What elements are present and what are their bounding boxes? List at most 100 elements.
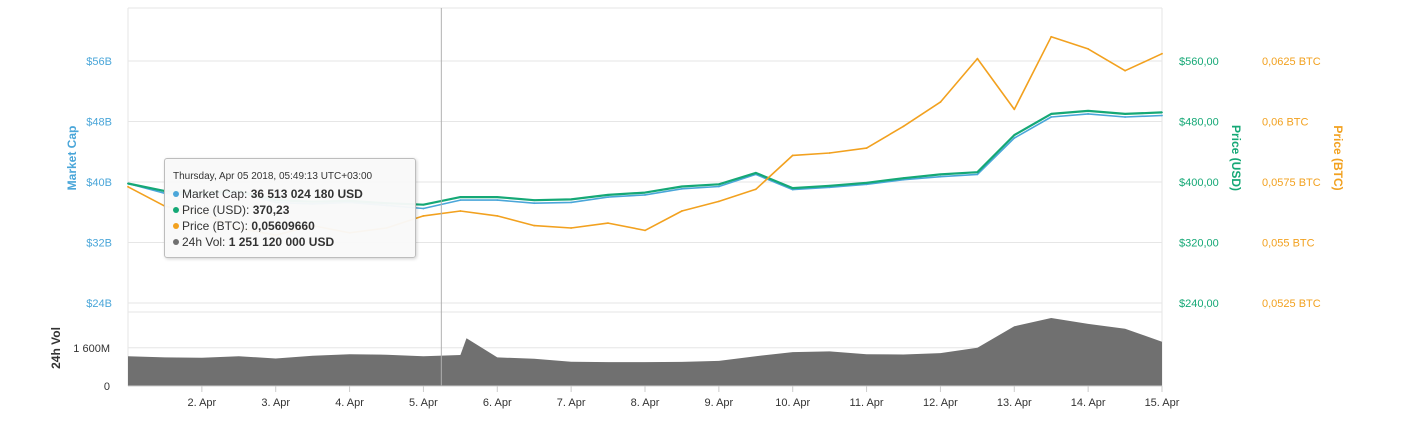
tooltip-value: 36 513 024 180 USD: [250, 187, 363, 201]
market-cap-point: [681, 187, 683, 190]
price-btc-tick-label: 0,055 BTC: [1262, 238, 1315, 250]
volume-area: [128, 318, 1162, 386]
price-btc-point: [422, 215, 425, 217]
price-usd-tick-label: $480,00: [1179, 117, 1219, 129]
price-usd-point: [1087, 110, 1089, 112]
market-cap-point: [939, 175, 942, 178]
price-btc-point: [718, 200, 720, 203]
price-usd-point: [533, 199, 536, 202]
price-usd-point: [459, 196, 462, 199]
price-btc-point: [1013, 108, 1016, 111]
volume-dot-icon: [173, 239, 179, 245]
market-cap-tick-label: $32B: [86, 238, 112, 250]
price-btc-point: [1087, 48, 1089, 50]
price-btc-point: [533, 224, 536, 227]
price-btc-point: [902, 125, 905, 128]
x-tick-label: 11. Apr: [850, 397, 884, 409]
price-btc-point: [1050, 35, 1053, 38]
price-usd-point: [496, 196, 499, 199]
tooltip-label: Market Cap:: [182, 187, 248, 201]
price-usd-dot-icon: [173, 207, 179, 213]
tooltip-label: 24h Vol:: [182, 235, 226, 249]
price-usd-point: [1050, 113, 1053, 115]
market-cap-point: [496, 199, 499, 202]
axes: $24B $32B $40B $48B $56B $240,00 $320,00 $400,0…: [49, 56, 1345, 409]
market-cap-axis-title: Market Cap: [65, 126, 79, 191]
market-cap-point: [1161, 114, 1163, 117]
x-tick-label: 4. Apr: [335, 397, 364, 409]
price-btc-point: [127, 185, 129, 188]
price-usd-point: [607, 194, 609, 196]
price-usd-point: [422, 203, 425, 206]
price-btc-point: [607, 222, 609, 225]
price-usd-point: [718, 183, 720, 186]
x-tick-label: 2. Apr: [187, 397, 216, 409]
price-btc-point: [681, 210, 683, 212]
price-btc-point: [570, 227, 572, 229]
chart-tooltip: Thursday, Apr 05 2018, 05:49:13 UTC+03:0…: [164, 158, 416, 258]
volume-area-path: [128, 318, 1162, 386]
x-tick-label: 3. Apr: [261, 397, 290, 409]
price-usd-point: [902, 177, 905, 180]
tooltip-row-price-usd: Price (USD): 370,23: [173, 202, 407, 218]
price-btc-point: [496, 215, 499, 217]
price-usd-point: [976, 171, 979, 174]
price-usd-point: [1124, 113, 1126, 115]
price-btc-point: [459, 210, 462, 212]
price-usd-point: [791, 187, 794, 190]
price-usd-point: [681, 185, 683, 188]
x-tick-label: 6. Apr: [483, 397, 512, 409]
volume-tick-label: 0: [104, 381, 110, 393]
x-tick-label: 10. Apr: [775, 397, 810, 409]
market-cap-tick-label: $24B: [86, 298, 112, 310]
x-tick-label: 8. Apr: [631, 397, 660, 409]
price-usd-point: [570, 198, 572, 201]
tooltip-row-market-cap: Market Cap: 36 513 024 180 USD: [173, 186, 407, 202]
price-usd-point: [1161, 111, 1163, 114]
price-usd-tick-label: $560,00: [1179, 56, 1219, 68]
x-tick-label: 15. Apr: [1145, 397, 1180, 409]
price-btc-point: [754, 188, 757, 191]
price-btc-tick-label: 0,0525 BTC: [1262, 298, 1321, 310]
price-btc-point: [644, 229, 646, 232]
market-cap-point: [533, 202, 536, 205]
price-btc-point: [939, 101, 942, 103]
market-cap-point: [644, 194, 646, 196]
price-btc-dot-icon: [173, 223, 179, 229]
price-btc-tick-label: 0,0575 BTC: [1262, 177, 1321, 189]
market-cap-point: [976, 173, 979, 176]
price-usd-axis-title: Price (USD): [1229, 125, 1243, 191]
market-cap-point: [1050, 116, 1053, 118]
price-btc-tick-label: 0,0625 BTC: [1262, 56, 1321, 68]
tooltip-title: Thursday, Apr 05 2018, 05:49:13 UTC+03:0…: [173, 171, 373, 182]
x-tick-label: 12. Apr: [923, 397, 958, 409]
market-cap-point: [607, 196, 609, 199]
market-cap-point: [422, 207, 425, 210]
market-cap-point: [459, 199, 462, 202]
tooltip-value: 0,05609660: [251, 219, 315, 233]
price-btc-point: [1124, 69, 1126, 72]
tooltip-value: 1 251 120 000 USD: [228, 235, 335, 249]
price-usd-point: [644, 191, 646, 194]
tooltip-row-volume: 24h Vol: 1 251 120 000 USD: [173, 234, 407, 250]
price-btc-point: [828, 152, 831, 154]
tooltip-label: Price (USD):: [182, 203, 250, 217]
market-cap-tick-label: $48B: [86, 117, 112, 129]
volume-tick-label: 1 600M: [73, 343, 110, 355]
price-btc-tick-label: 0,06 BTC: [1262, 117, 1309, 129]
price-btc-point: [791, 154, 794, 157]
tooltip-row-price-btc: Price (BTC): 0,05609660: [173, 218, 407, 234]
x-tick-label: 5. Apr: [409, 397, 438, 409]
price-usd-point: [1013, 134, 1016, 137]
price-usd-point: [939, 173, 942, 176]
tooltip-label: Price (BTC):: [182, 219, 248, 233]
price-usd-point: [828, 184, 831, 187]
price-btc-point: [865, 147, 868, 150]
price-btc-axis-title: Price (BTC): [1331, 125, 1345, 190]
x-tick-label: 7. Apr: [557, 397, 586, 409]
x-tick-label: 14. Apr: [1071, 397, 1106, 409]
price-btc-point: [1161, 52, 1163, 55]
volume-axis-title: 24h Vol: [49, 327, 63, 369]
price-usd-tick-label: $400,00: [1179, 177, 1219, 189]
